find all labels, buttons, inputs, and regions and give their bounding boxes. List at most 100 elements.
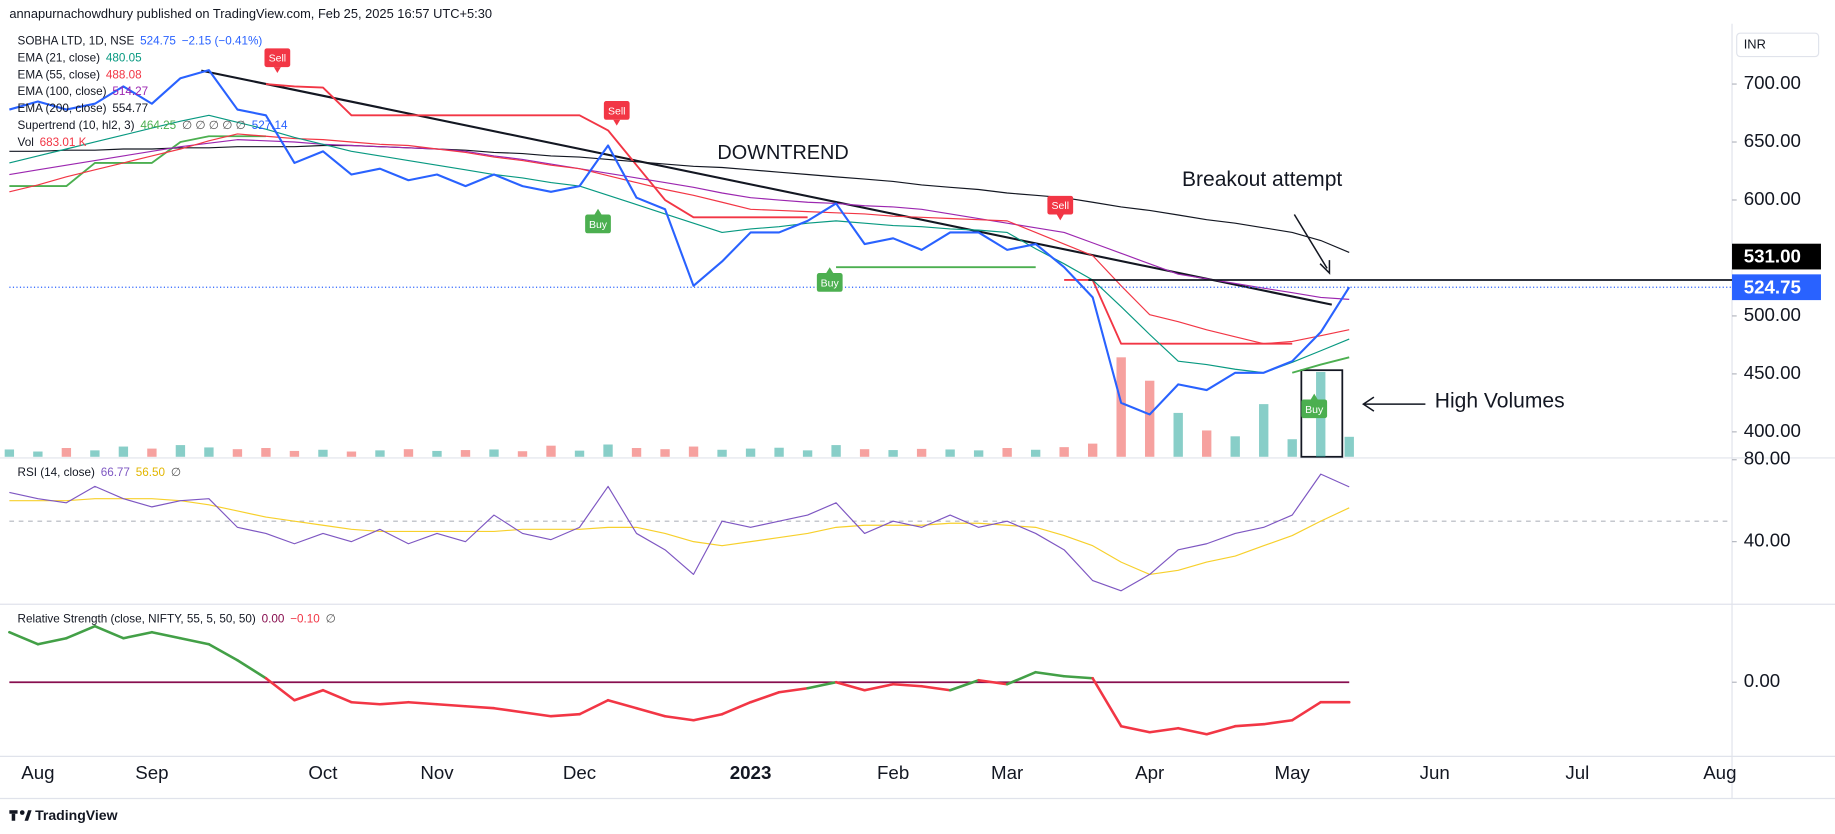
- volume-bar: [1344, 436, 1354, 457]
- legend-name: EMA (21, close): [18, 51, 101, 64]
- signal-label: Buy: [1305, 404, 1324, 416]
- volume-bar: [175, 445, 186, 457]
- currency: INR: [1744, 36, 1766, 51]
- footer-logo: [9, 810, 32, 821]
- rs-segment: [777, 686, 809, 694]
- legend-name: Supertrend (10, hl2, 3): [18, 119, 135, 132]
- ema-line: [9, 114, 1350, 374]
- rs-segment: [36, 636, 68, 646]
- signal-pointer: [1310, 393, 1318, 400]
- volume-bar: [375, 450, 385, 457]
- currency-box[interactable]: [1736, 32, 1820, 58]
- rs-segment: [65, 624, 97, 640]
- rs-segment: [1176, 726, 1208, 736]
- rs-segment: [207, 642, 239, 662]
- y-tick-label: 0.00: [1744, 670, 1780, 691]
- legend-value: 0.00: [262, 613, 285, 626]
- y-tick-label: 40.00: [1744, 530, 1791, 551]
- volume-bar: [204, 447, 214, 457]
- rs-segment: [549, 712, 581, 718]
- price-label-box: [1732, 274, 1821, 301]
- x-tick-label: Oct: [308, 762, 338, 783]
- volume-bar: [33, 451, 43, 457]
- x-tick-label: Nov: [420, 762, 454, 783]
- volume-bar: [631, 448, 642, 457]
- legend-value: 488.08: [106, 68, 142, 81]
- rs-segment: [435, 702, 467, 708]
- annotation-text: Breakout attempt: [1182, 168, 1342, 191]
- rs-segment: [122, 630, 154, 640]
- legend-value: 514.27: [112, 85, 148, 98]
- volume-bar: [403, 449, 414, 457]
- rs-segment: [1062, 674, 1094, 680]
- volume-bar: [1002, 448, 1012, 457]
- legend-name: EMA (100, close): [18, 85, 107, 98]
- arrow: [1293, 214, 1328, 269]
- volume-bar: [546, 445, 556, 457]
- legend-item: EMA (21, close) 480.05: [18, 51, 143, 64]
- volume-bar: [717, 449, 727, 457]
- signal-pointer: [1056, 214, 1064, 221]
- rs-segment: [8, 630, 40, 646]
- legend-item: Vol 683.01 K: [18, 136, 87, 149]
- signal-label: Buy: [589, 219, 608, 231]
- volume-bar: [574, 450, 585, 457]
- rs-segment: [350, 700, 382, 706]
- volume-bar: [1116, 357, 1126, 457]
- volume-bar: [61, 448, 72, 457]
- signal-label: Sell: [1052, 200, 1070, 212]
- legend-item: EMA (200, close) 554.77: [18, 102, 149, 115]
- volume-bar: [118, 446, 129, 457]
- legend-value: 56.50: [136, 466, 166, 479]
- rs-segment: [578, 698, 610, 716]
- publish-header: annapurnachowdhury published on TradingV…: [9, 6, 492, 21]
- legend-value: 480.05: [106, 51, 142, 64]
- rs-segment: [606, 698, 638, 710]
- rs-segment: [806, 680, 838, 690]
- legend-item: RSI (14, close) 66.77 56.50 ∅: [18, 466, 182, 479]
- legend-value: 527.14: [252, 119, 288, 132]
- rs-segment: [1262, 718, 1294, 726]
- rs-segment: [1205, 724, 1237, 736]
- volume-bar: [289, 450, 300, 457]
- volume-bar: [432, 450, 442, 457]
- rs-segment: [464, 704, 496, 710]
- x-tick-label: Feb: [877, 762, 909, 783]
- signal-badge: [1301, 399, 1328, 419]
- signal-pointer: [594, 208, 602, 215]
- volume-bar: [688, 446, 699, 457]
- rs-segment: [720, 700, 752, 716]
- annotation-text: High Volumes: [1435, 389, 1565, 412]
- y-tick-label: 400.00: [1744, 420, 1801, 441]
- legend-name: RSI (14, close): [18, 466, 95, 479]
- rs-segment: [321, 688, 353, 704]
- rsi-ma-line: [9, 498, 1350, 575]
- ema-line: [9, 139, 1350, 300]
- volume-bar: [1173, 412, 1183, 457]
- x-tick-label: Mar: [991, 762, 1023, 783]
- legend-value: −2.15 (−0.41%): [182, 34, 263, 47]
- footer-brand: TradingView: [35, 807, 117, 823]
- volume-bar: [859, 449, 870, 457]
- legend-value: 524.75: [140, 34, 176, 47]
- legend-name: SOBHA LTD, 1D, NSE: [18, 34, 135, 47]
- rs-segment: [692, 712, 724, 722]
- rs-segment: [891, 682, 923, 688]
- ema-line: [9, 133, 1350, 345]
- rs-segment: [1034, 670, 1066, 678]
- x-tick-label: May: [1275, 762, 1311, 783]
- volume-bar: [660, 449, 670, 457]
- rs-segment: [521, 710, 553, 718]
- volume-bar: [603, 444, 613, 457]
- volume-bar: [261, 448, 271, 457]
- x-tick-label: Jun: [1420, 762, 1450, 783]
- volume-bar: [1087, 443, 1098, 457]
- ema-line: [9, 144, 1350, 253]
- y-tick-label: 80.00: [1744, 448, 1791, 469]
- rs-segment: [93, 624, 125, 640]
- rs-segment: [1091, 676, 1123, 728]
- rs-segment: [1148, 726, 1180, 734]
- rs-segment: [749, 690, 781, 704]
- rs-segment: [264, 676, 296, 702]
